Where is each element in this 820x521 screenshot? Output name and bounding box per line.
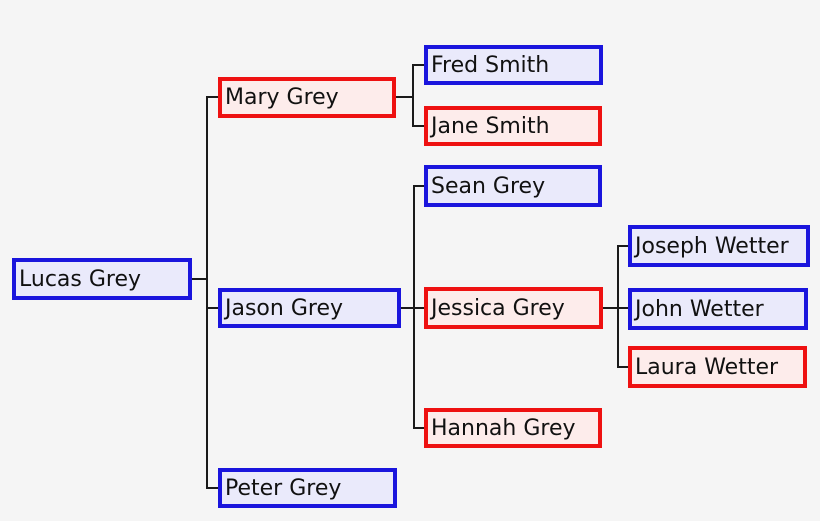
person-name: Mary Grey — [225, 85, 339, 110]
person-node-lucas-grey[interactable]: Lucas Grey — [12, 258, 192, 300]
person-node-sean-grey[interactable]: Sean Grey — [424, 165, 602, 207]
person-name: Joseph Wetter — [635, 233, 789, 259]
edge-jason-children-trunk — [413, 185, 415, 429]
person-name: Hannah Grey — [431, 415, 576, 441]
person-node-joseph-wetter[interactable]: Joseph Wetter — [628, 225, 810, 267]
person-name: Jason Grey — [225, 295, 343, 321]
edge-stub-jane — [412, 125, 424, 127]
edge-jason-to-children-trunk — [401, 307, 424, 309]
person-name: Sean Grey — [431, 173, 546, 199]
edge-generation1-trunk — [206, 96, 208, 489]
person-node-peter-grey[interactable]: Peter Grey — [218, 468, 397, 508]
edge-stub-mary — [206, 96, 218, 98]
person-node-jason-grey[interactable]: Jason Grey — [218, 288, 401, 328]
person-name: Laura Wetter — [635, 354, 779, 380]
person-name: Fred Smith — [431, 52, 550, 78]
edge-mary-to-children-trunk — [396, 96, 413, 98]
person-name: John Wetter — [635, 296, 764, 322]
edge-jessica-to-children-trunk — [603, 307, 628, 309]
edge-stub-hannah — [413, 427, 424, 429]
person-node-jane-smith[interactable]: Jane Smith — [424, 106, 602, 146]
edge-jessica-children-trunk — [617, 245, 619, 368]
person-name: Peter Grey — [225, 475, 342, 501]
person-node-john-wetter[interactable]: John Wetter — [628, 288, 808, 330]
person-name: Jessica Grey — [431, 295, 565, 321]
edge-stub-jason — [206, 307, 218, 309]
edge-lucas-to-children-trunk — [192, 278, 207, 280]
edge-mary-children-trunk — [412, 64, 414, 127]
person-node-mary-grey[interactable]: Mary Grey — [218, 77, 396, 118]
person-node-hannah-grey[interactable]: Hannah Grey — [424, 408, 602, 448]
person-name: Lucas Grey — [19, 266, 142, 292]
person-node-jessica-grey[interactable]: Jessica Grey — [424, 287, 603, 329]
person-name: Jane Smith — [431, 113, 550, 139]
person-node-laura-wetter[interactable]: Laura Wetter — [628, 346, 807, 388]
edge-stub-laura — [617, 366, 628, 368]
person-node-fred-smith[interactable]: Fred Smith — [424, 45, 603, 85]
edge-stub-sean — [413, 185, 424, 187]
edge-stub-joseph — [617, 245, 628, 247]
edge-stub-peter — [206, 487, 218, 489]
edge-stub-fred — [412, 64, 424, 66]
